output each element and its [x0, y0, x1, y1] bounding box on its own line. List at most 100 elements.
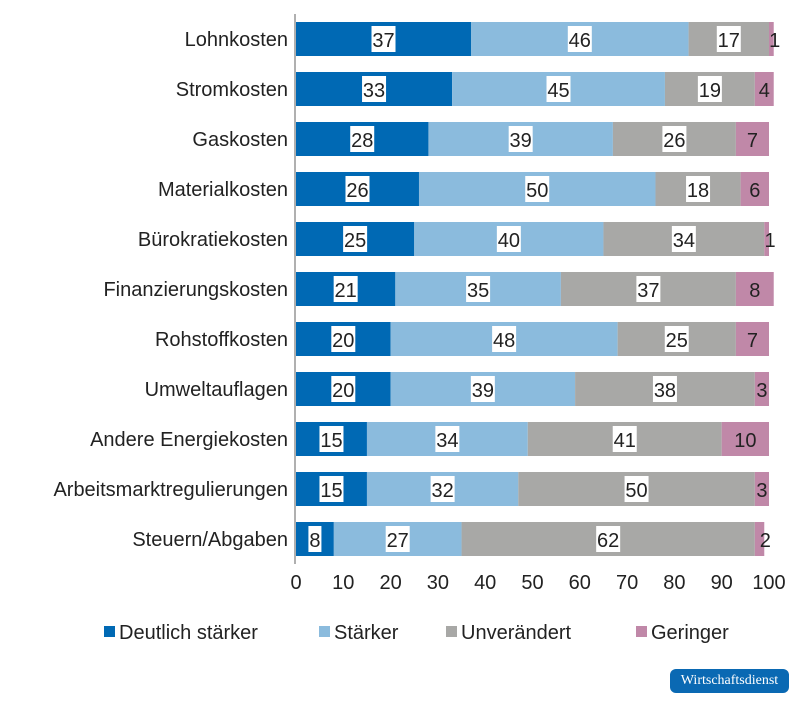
data-label: 62	[597, 530, 619, 552]
data-label-box	[671, 226, 696, 252]
x-tick-label: 20	[379, 572, 401, 594]
data-label-box	[624, 476, 649, 502]
x-tick-label: 100	[752, 572, 785, 594]
bar-segment	[754, 522, 765, 556]
data-label: 45	[547, 80, 569, 102]
data-label-box	[596, 526, 621, 552]
data-label: 32	[432, 480, 454, 502]
data-label-box	[496, 226, 521, 252]
data-label-box	[664, 326, 689, 352]
bar-segment	[735, 272, 774, 306]
data-label-box	[385, 526, 410, 552]
data-label-box	[546, 76, 571, 102]
category-label: Stromkosten	[176, 79, 288, 101]
legend-swatch	[636, 626, 647, 637]
data-label: 17	[718, 30, 740, 52]
legend-swatch	[104, 626, 115, 637]
bar-segment	[769, 22, 774, 56]
x-tick-label: 90	[711, 572, 733, 594]
data-label: 39	[510, 130, 532, 152]
category-label: Andere Energiekosten	[90, 429, 288, 451]
wirtschaftsdienst-badge: Wirtschaftsdienst	[670, 669, 789, 693]
data-label: 48	[493, 330, 515, 352]
data-label: 34	[436, 430, 458, 452]
data-label: 2	[760, 530, 771, 552]
data-label: 3	[756, 380, 767, 402]
data-label-box	[371, 26, 396, 52]
bar-segment	[754, 372, 769, 406]
data-label-box	[636, 276, 661, 302]
data-label: 50	[625, 480, 647, 502]
data-label-box	[652, 376, 677, 402]
data-label: 8	[749, 280, 760, 302]
category-label: Finanzierungskosten	[103, 279, 288, 301]
data-label-box	[362, 76, 387, 102]
data-label-box	[525, 176, 550, 202]
data-label: 18	[687, 180, 709, 202]
data-label: 20	[332, 380, 354, 402]
data-label-box	[343, 226, 368, 252]
data-label: 28	[351, 130, 373, 152]
legend-swatch	[319, 626, 330, 637]
data-label: 41	[614, 430, 636, 452]
data-label: 35	[467, 280, 489, 302]
data-label: 26	[346, 180, 368, 202]
data-label: 38	[654, 380, 676, 402]
data-label-box	[508, 126, 533, 152]
data-label-box	[331, 326, 356, 352]
data-label: 7	[747, 330, 758, 352]
bar-segment	[764, 222, 769, 256]
data-label: 7	[747, 130, 758, 152]
data-label: 50	[526, 180, 548, 202]
x-tick-label: 10	[332, 572, 354, 594]
bar-segment	[721, 422, 769, 456]
data-label: 39	[472, 380, 494, 402]
x-tick-label: 0	[290, 572, 301, 594]
x-tick-label: 60	[569, 572, 591, 594]
legend-label: Stärker	[334, 622, 399, 644]
legend-swatch	[446, 626, 457, 637]
data-label-box	[716, 26, 741, 52]
data-label: 26	[663, 130, 685, 152]
data-label-box	[308, 526, 322, 552]
data-label: 8	[309, 530, 320, 552]
category-label: Rohstoffkosten	[155, 329, 288, 351]
data-label: 33	[363, 80, 385, 102]
data-label-box	[697, 76, 722, 102]
data-label: 19	[699, 80, 721, 102]
data-label: 27	[387, 530, 409, 552]
data-label: 20	[332, 330, 354, 352]
legend-label: Deutlich stärker	[119, 622, 258, 644]
data-label: 1	[769, 30, 780, 52]
data-label: 46	[569, 30, 591, 52]
bar-segment	[735, 122, 769, 156]
category-label: Umweltauflagen	[145, 379, 288, 401]
data-label-box	[612, 426, 637, 452]
bar-segment	[754, 72, 774, 106]
data-label-box	[345, 176, 370, 202]
data-label: 15	[320, 430, 342, 452]
data-label-box	[333, 276, 358, 302]
data-label: 10	[734, 430, 756, 452]
data-label: 3	[756, 480, 767, 502]
category-label: Lohnkosten	[185, 29, 288, 51]
x-tick-label: 40	[474, 572, 496, 594]
legend-label: Geringer	[651, 622, 729, 644]
data-label-box	[331, 376, 356, 402]
data-label: 25	[344, 230, 366, 252]
data-label: 4	[759, 80, 770, 102]
data-label: 21	[335, 280, 357, 302]
category-label: Bürokratiekosten	[138, 229, 288, 251]
bar-segment	[754, 472, 769, 506]
data-label-box	[350, 126, 375, 152]
data-label-box	[319, 476, 344, 502]
data-label-box	[466, 276, 491, 302]
data-label: 40	[498, 230, 520, 252]
x-tick-label: 80	[663, 572, 685, 594]
data-label-box	[662, 126, 687, 152]
data-label-box	[470, 376, 495, 402]
bar-segment	[740, 172, 769, 206]
data-label: 6	[749, 180, 760, 202]
x-tick-label: 70	[616, 572, 638, 594]
